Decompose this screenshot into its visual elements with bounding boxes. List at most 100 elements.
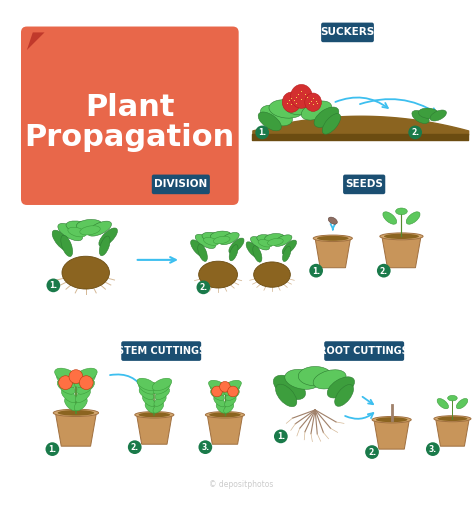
Ellipse shape — [155, 388, 170, 400]
Ellipse shape — [139, 388, 154, 400]
Ellipse shape — [75, 389, 91, 402]
Ellipse shape — [205, 411, 245, 418]
Ellipse shape — [58, 224, 82, 241]
Circle shape — [274, 430, 288, 443]
Ellipse shape — [191, 240, 206, 257]
Ellipse shape — [264, 234, 285, 242]
Ellipse shape — [57, 410, 94, 416]
Circle shape — [219, 382, 230, 392]
Ellipse shape — [229, 238, 244, 253]
Text: ROOT CUTTINGS: ROOT CUTTINGS — [319, 346, 409, 356]
Ellipse shape — [64, 398, 78, 411]
Circle shape — [255, 125, 269, 139]
Ellipse shape — [384, 234, 419, 239]
Polygon shape — [374, 420, 410, 449]
FancyBboxPatch shape — [21, 26, 239, 205]
Circle shape — [197, 280, 210, 294]
Ellipse shape — [73, 368, 97, 384]
Text: 2.: 2. — [411, 129, 419, 137]
Ellipse shape — [283, 246, 291, 262]
Ellipse shape — [229, 245, 238, 261]
Ellipse shape — [52, 230, 71, 251]
FancyBboxPatch shape — [324, 341, 404, 361]
Text: 1.: 1. — [48, 445, 56, 454]
Polygon shape — [315, 238, 350, 268]
Ellipse shape — [152, 378, 172, 391]
FancyBboxPatch shape — [343, 175, 385, 194]
Ellipse shape — [138, 412, 170, 417]
Ellipse shape — [210, 389, 224, 400]
Ellipse shape — [380, 233, 423, 240]
Circle shape — [408, 125, 422, 139]
Ellipse shape — [257, 235, 276, 244]
Circle shape — [46, 442, 59, 456]
Ellipse shape — [285, 97, 318, 115]
Ellipse shape — [383, 212, 397, 224]
Ellipse shape — [260, 105, 292, 126]
Text: Plant: Plant — [85, 93, 174, 122]
Text: 2.: 2. — [368, 448, 376, 457]
Ellipse shape — [327, 377, 355, 398]
Text: 1.: 1. — [258, 129, 266, 137]
Ellipse shape — [447, 395, 457, 401]
Ellipse shape — [258, 112, 282, 131]
Ellipse shape — [298, 366, 332, 386]
Ellipse shape — [254, 262, 291, 287]
Ellipse shape — [275, 384, 297, 407]
Ellipse shape — [430, 110, 447, 121]
Circle shape — [426, 442, 440, 456]
Ellipse shape — [209, 380, 227, 392]
Ellipse shape — [328, 217, 337, 224]
Ellipse shape — [224, 403, 234, 413]
Text: Propagation: Propagation — [25, 123, 235, 152]
Ellipse shape — [314, 107, 339, 128]
Text: © depositphotos: © depositphotos — [210, 481, 274, 489]
Ellipse shape — [376, 417, 408, 422]
Ellipse shape — [145, 402, 155, 413]
Ellipse shape — [57, 379, 75, 394]
Ellipse shape — [313, 370, 346, 389]
Ellipse shape — [223, 380, 241, 392]
Ellipse shape — [143, 395, 155, 406]
Polygon shape — [436, 419, 469, 446]
Ellipse shape — [153, 382, 170, 394]
Ellipse shape — [153, 402, 164, 413]
Ellipse shape — [195, 234, 216, 248]
Ellipse shape — [437, 398, 448, 409]
Ellipse shape — [68, 227, 86, 237]
Ellipse shape — [250, 237, 270, 250]
Ellipse shape — [202, 232, 223, 242]
Circle shape — [228, 386, 238, 397]
Ellipse shape — [372, 417, 411, 423]
Ellipse shape — [53, 409, 99, 417]
Ellipse shape — [62, 389, 76, 402]
Circle shape — [46, 278, 60, 292]
Polygon shape — [27, 33, 45, 50]
Ellipse shape — [210, 231, 231, 240]
Ellipse shape — [100, 236, 110, 256]
Circle shape — [377, 264, 391, 277]
Ellipse shape — [224, 384, 240, 395]
Circle shape — [128, 440, 142, 454]
Ellipse shape — [198, 244, 207, 262]
Circle shape — [309, 264, 323, 277]
Ellipse shape — [210, 384, 226, 395]
Text: STEM CUTTINGS: STEM CUTTINGS — [117, 346, 206, 356]
Circle shape — [199, 440, 212, 454]
Ellipse shape — [246, 242, 261, 258]
Polygon shape — [137, 415, 172, 444]
Ellipse shape — [74, 372, 95, 388]
Ellipse shape — [273, 235, 292, 246]
Circle shape — [59, 376, 73, 390]
Ellipse shape — [56, 372, 77, 388]
Ellipse shape — [291, 84, 312, 108]
Text: 2.: 2. — [131, 443, 139, 452]
Text: SEEDS: SEEDS — [345, 179, 383, 189]
Text: 3.: 3. — [429, 445, 437, 454]
Ellipse shape — [225, 396, 236, 407]
Ellipse shape — [203, 237, 219, 245]
Ellipse shape — [269, 100, 304, 118]
FancyBboxPatch shape — [152, 175, 210, 194]
Ellipse shape — [434, 416, 471, 422]
Ellipse shape — [282, 92, 301, 112]
